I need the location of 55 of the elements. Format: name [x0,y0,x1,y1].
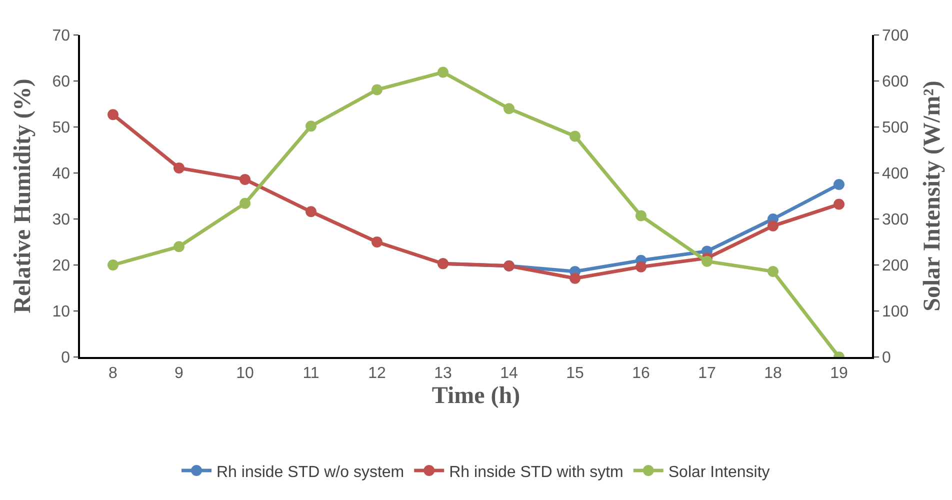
point [768,220,778,232]
legend-label: Rh inside STD with sytm [449,464,624,481]
x-axis-title: Time (h) [432,382,520,409]
y2-tick-label: 400 [882,166,909,183]
point [108,109,118,120]
legend-label: Solar Intensity [668,464,770,481]
point [240,198,250,209]
x-tick-label: 14 [500,364,518,382]
point [174,241,184,252]
point [636,210,646,222]
point [108,260,118,270]
point [306,120,316,132]
x-tick-label: 11 [302,364,320,382]
x-tick-label: 10 [236,364,254,382]
y2-tick-label: 100 [882,304,909,321]
point [438,66,448,78]
point [834,179,844,190]
y-tick-label: 10 [52,304,70,321]
y2-tick-label: 700 [882,28,909,45]
y-tick-label: 50 [52,120,70,137]
y-tick-label: 70 [52,28,70,45]
x-tick-label: 17 [698,364,716,382]
point [570,130,580,142]
point [306,206,316,218]
x-tick-label: 19 [830,364,848,382]
point [570,272,580,284]
y2-tick-label: 0 [882,350,891,367]
y-tick-label: 40 [52,166,70,183]
y-tick-label: 60 [52,74,70,91]
y2-tick-label: 200 [882,258,909,275]
y2-tick-label: 500 [882,120,909,137]
point [636,261,646,272]
point [372,236,382,248]
x-tick-label: 9 [174,364,184,382]
point [372,84,382,96]
point [174,162,184,174]
y2-tick-label: 600 [882,74,909,91]
point [504,103,514,114]
point [702,256,712,267]
y2-axis-title: Solar Intensity (W/m²) [920,80,946,312]
point [240,174,250,185]
x-tick-label: 15 [566,364,584,382]
x-tick-label: 18 [764,364,782,382]
y-tick-label: 30 [52,212,70,229]
y-axis-title: Relative Humidity (%) [10,78,36,314]
point [834,198,844,210]
x-tick-label: 16 [632,364,650,382]
point [768,266,778,277]
legend-label: Rh inside STD w/o system [216,464,404,481]
x-tick-label: 12 [368,364,386,382]
y-tick-label: 0 [61,350,70,367]
y-tick-label: 20 [52,258,70,275]
x-tick-label: 13 [434,364,452,382]
y2-tick-label: 300 [882,212,909,229]
x-tick-label: 8 [108,364,118,382]
